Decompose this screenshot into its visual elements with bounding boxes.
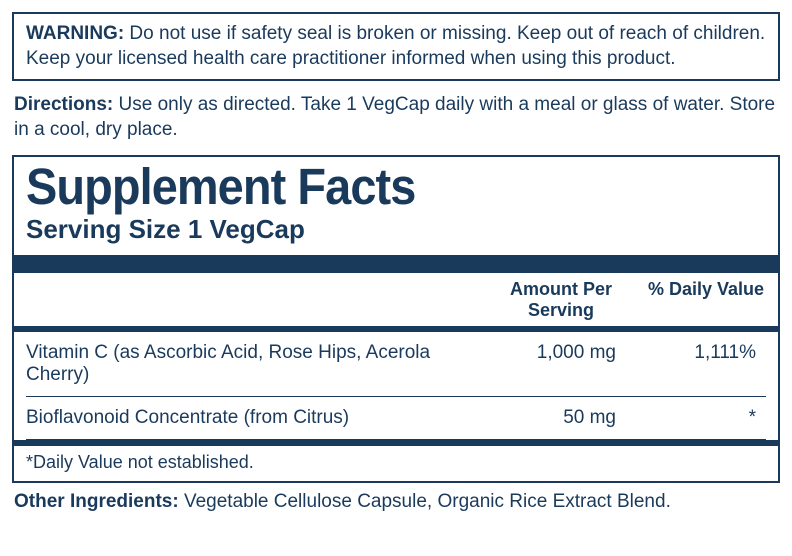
footnote: *Daily Value not established. <box>26 446 766 473</box>
header-spacer <box>26 279 476 322</box>
warning-body: Do not use if safety seal is broken or m… <box>26 23 765 69</box>
ingredient-amount: 1,000 mg <box>476 342 646 386</box>
supplement-facts-panel: Supplement Facts Serving Size 1 VegCap A… <box>12 155 780 483</box>
ingredient-amount: 50 mg <box>476 407 646 429</box>
other-body: Vegetable Cellulose Capsule, Organic Ric… <box>179 491 671 512</box>
ingredient-dv: 1,111% <box>646 342 766 386</box>
ingredient-name: Bioflavonoid Concentrate (from Citrus) <box>26 407 476 429</box>
table-row: Bioflavonoid Concentrate (from Citrus) 5… <box>26 397 766 440</box>
table-row: Vitamin C (as Ascorbic Acid, Rose Hips, … <box>26 332 766 397</box>
warning-box: WARNING: Do not use if safety seal is br… <box>12 12 780 81</box>
ingredient-dv: * <box>646 407 766 429</box>
warning-text: WARNING: Do not use if safety seal is br… <box>26 22 766 71</box>
header-row: Amount Per Serving % Daily Value <box>26 273 766 326</box>
serving-size: Serving Size 1 VegCap <box>26 214 766 245</box>
ingredient-name: Vitamin C (as Ascorbic Acid, Rose Hips, … <box>26 342 476 386</box>
directions-label: Directions: <box>14 94 113 115</box>
directions-text: Directions: Use only as directed. Take 1… <box>12 93 780 142</box>
other-label: Other Ingredients: <box>14 491 179 512</box>
other-ingredients: Other Ingredients: Vegetable Cellulose C… <box>12 483 780 513</box>
thick-divider <box>14 255 778 273</box>
header-dv: % Daily Value <box>646 279 766 322</box>
header-amount: Amount Per Serving <box>476 279 646 322</box>
warning-label: WARNING: <box>26 23 124 44</box>
directions-body: Use only as directed. Take 1 VegCap dail… <box>14 94 775 140</box>
facts-title: Supplement Facts <box>26 161 707 212</box>
